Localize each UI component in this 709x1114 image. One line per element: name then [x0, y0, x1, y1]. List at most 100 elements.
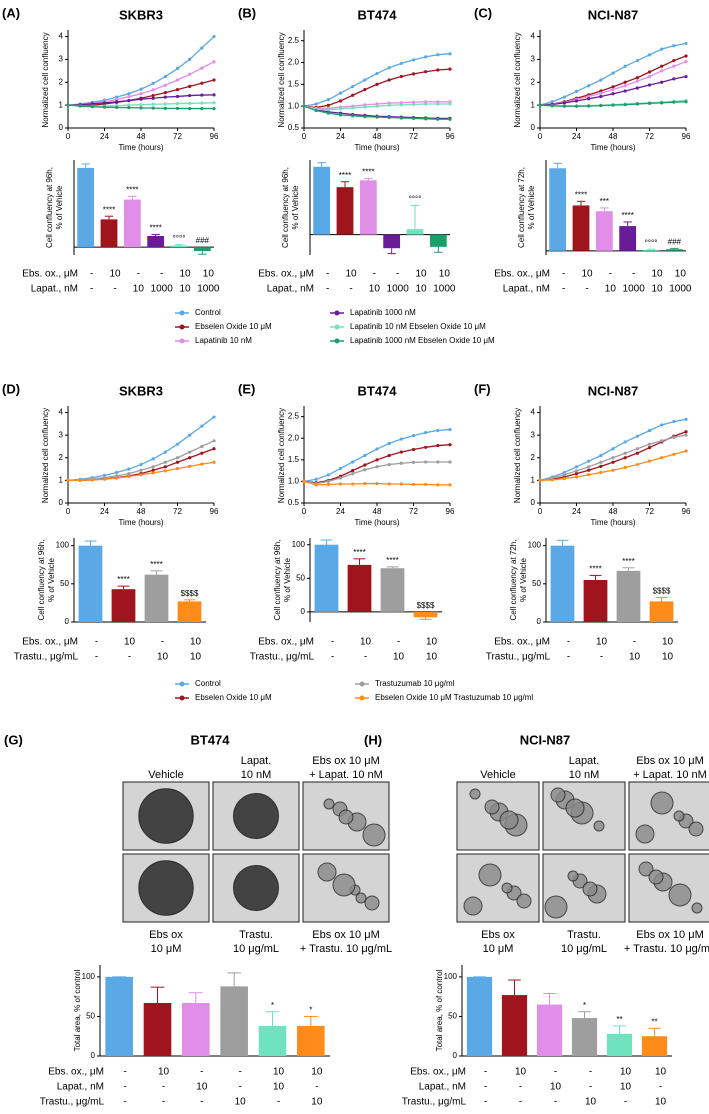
- organoid: [478, 863, 502, 887]
- data-point: [635, 451, 639, 455]
- data-point: [538, 103, 542, 107]
- data-point: [448, 102, 452, 106]
- condition-value: 10: [311, 1097, 323, 1108]
- data-point: [375, 481, 379, 486]
- significance-label: ###: [668, 238, 682, 247]
- chart-title: NCI-N87: [588, 383, 639, 398]
- y-tick-label: 50: [60, 579, 69, 588]
- data-point: [411, 447, 416, 452]
- data-point: [375, 465, 379, 469]
- chart-title: NCI-N87: [520, 732, 571, 747]
- data-point: [647, 70, 652, 74]
- condition-value: 10: [235, 1097, 247, 1108]
- image-caption: 10 μM: [151, 943, 182, 955]
- significance-label: °°°°: [409, 195, 422, 204]
- x-tick-label: 72: [173, 507, 182, 516]
- data-point: [200, 93, 204, 97]
- condition-value: 10: [629, 652, 641, 663]
- condition-value: -: [326, 269, 329, 280]
- data-point: [139, 87, 143, 91]
- legend-label: Lapatinib 10 nM: [195, 336, 252, 345]
- bar: [429, 234, 447, 247]
- data-point: [326, 103, 330, 107]
- organoid: [362, 823, 386, 847]
- data-point: [448, 427, 452, 432]
- data-point: [200, 46, 204, 50]
- y-tick-label: 2: [59, 453, 64, 462]
- y-tick-label: 4: [531, 408, 536, 417]
- data-point: [338, 99, 343, 103]
- x-tick-label: 48: [373, 132, 382, 141]
- condition-value: 10: [360, 637, 372, 648]
- data-point: [314, 102, 318, 106]
- condition-value: 10: [620, 1082, 632, 1093]
- image-caption: Vehicle: [148, 769, 183, 781]
- condition-value: 10: [662, 637, 674, 648]
- y-axis-label: Normalized cell confluency: [277, 408, 286, 503]
- data-point: [647, 429, 652, 433]
- condition-label: Ebs. ox., μM: [258, 637, 314, 648]
- condition-value: -: [331, 637, 334, 648]
- data-point: [611, 456, 615, 460]
- x-tick-label: 72: [409, 507, 418, 516]
- data-point: [151, 471, 155, 475]
- significance-label: $$$$: [181, 589, 199, 598]
- data-point: [424, 431, 428, 435]
- organoid: [635, 824, 655, 844]
- condition-value: -: [519, 1082, 522, 1093]
- data-point: [188, 84, 192, 88]
- data-point: [338, 476, 343, 480]
- condition-label: Trastu., μg/mL: [486, 652, 551, 663]
- condition-value: 1000: [433, 284, 456, 295]
- data-point: [424, 460, 428, 464]
- y-tick-label: 100: [528, 541, 542, 550]
- condition-value: -: [123, 1097, 126, 1108]
- bar: [193, 247, 211, 252]
- condition-value: -: [632, 269, 635, 280]
- y-tick-label: 0.5: [288, 123, 300, 132]
- data-point: [314, 108, 318, 113]
- y-tick-label: 0: [301, 607, 306, 616]
- x-tick-label: 72: [645, 132, 654, 141]
- y-axis-label: Total area, % of control: [435, 969, 444, 1051]
- data-point: [127, 474, 131, 479]
- data-point: [562, 473, 566, 477]
- data-point: [599, 470, 603, 475]
- condition-value: -: [624, 1097, 627, 1108]
- series-line: [303, 53, 451, 107]
- y-axis-label: % of Vehicle: [47, 557, 56, 602]
- bar: [550, 545, 575, 622]
- data-point: [635, 102, 639, 106]
- bar: [100, 219, 118, 248]
- data-point: [599, 78, 603, 82]
- condition-value: -: [567, 652, 570, 663]
- data-point: [200, 81, 204, 85]
- series-line: [303, 428, 451, 483]
- y-axis-label: Cell confluency at 96h,: [37, 540, 46, 621]
- condition-value: -: [200, 1097, 203, 1108]
- data-point: [127, 106, 131, 110]
- organoid: [691, 902, 703, 914]
- data-point: [387, 78, 391, 82]
- bar: [380, 568, 405, 612]
- data-point: [175, 78, 180, 82]
- image-caption: + Trastu. 10 μg/mL: [624, 943, 709, 955]
- condition-value: 10: [179, 284, 191, 295]
- x-tick-label: 0: [302, 132, 307, 141]
- data-point: [635, 86, 639, 90]
- condition-value: -: [600, 652, 603, 663]
- chart-title: NCI-N87: [588, 7, 639, 22]
- data-point: [175, 66, 180, 71]
- data-point: [127, 98, 131, 103]
- organoid: [332, 873, 356, 897]
- data-point: [90, 105, 94, 109]
- legend-label: Lapatinib 10 nM Ebselen Oxide 10 μM: [350, 322, 486, 331]
- y-tick-label: 0: [59, 123, 64, 132]
- y-tick-label: 4: [531, 32, 536, 41]
- organoid: [550, 787, 566, 803]
- condition-value: 10: [655, 1097, 667, 1108]
- condition-value: -: [349, 284, 352, 295]
- bar: [619, 226, 637, 251]
- condition-value: 10: [190, 637, 202, 648]
- image-caption: Lapat.: [241, 755, 272, 767]
